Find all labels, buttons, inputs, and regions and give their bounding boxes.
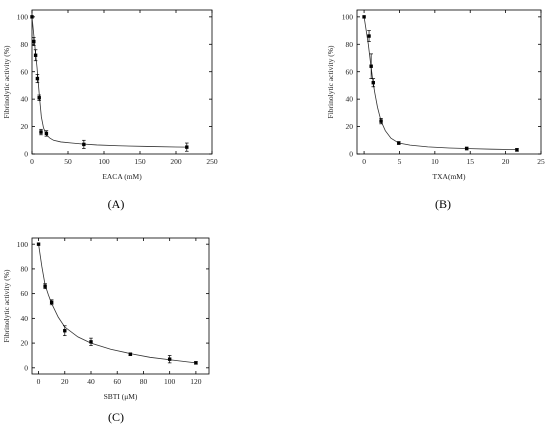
chart-1-data-point (397, 141, 401, 145)
chart-0-x-axis-label: EACA (mM) (102, 172, 142, 181)
chart-0-data-point (32, 39, 36, 44)
chart-0-x-tick-label: 100 (98, 157, 110, 166)
chart-0-x-tick-label: 150 (134, 157, 146, 166)
chart-1-panel: 0 5 10 15 20 25 0 20 40 60 80 100 TXA(mM) Fibrinolyti… (326, 9, 545, 211)
chart-2-data-point (36, 242, 41, 246)
chart-1-data-point (515, 148, 519, 152)
chart-2-x-tick-label: 60 (113, 377, 121, 386)
chart-0-y-tick-label: 100 (17, 12, 29, 21)
chart-2-y-tick-label: 60 (21, 289, 29, 298)
chart-1-panel-label: (B) (435, 197, 451, 211)
chart-1-x-tick-label: 25 (537, 157, 545, 166)
chart-0-data-point (37, 96, 41, 100)
chart-1-data-point (367, 34, 371, 38)
chart-0-y-tick-label: 60 (21, 67, 29, 76)
chart-2-y-tick-label: 40 (21, 314, 29, 323)
chart-2-data-point (89, 340, 93, 344)
chart-2-panel: 0 20 40 60 80 100 120 0 20 40 60 80 100 SBTI (μM) Fibr… (2, 237, 210, 424)
chart-1-y-tick-label: 0 (349, 150, 353, 159)
chart-0-data-point (35, 76, 40, 81)
chart-2-data-point (49, 300, 54, 304)
chart-0-y-axis-label: Fibrinolytic activity (%) (2, 45, 11, 118)
chart-0-data-point (30, 15, 34, 19)
chart-2-data-point (167, 357, 172, 361)
chart-2-x-tick-label: 100 (164, 377, 176, 386)
chart-0-x-tick-label: 250 (206, 157, 218, 166)
chart-2-fit-curve (38, 244, 196, 364)
chart-1-y-tick-label: 80 (346, 40, 354, 49)
chart-0-data-point (82, 142, 86, 147)
chart-0-panel-label: (A) (108, 197, 125, 211)
chart-1-y-tick-label: 20 (346, 122, 354, 131)
chart-2-data-point (43, 284, 47, 288)
chart-2-y-tick-label: 80 (21, 265, 29, 274)
chart-1-data-point (362, 15, 366, 19)
chart-2-y-tick-label: 20 (21, 339, 29, 348)
chart-1-x-tick-label: 15 (466, 157, 474, 166)
chart-0-x-tick-label: 200 (170, 157, 182, 166)
chart-1-y-axis-label: Fibrinolytic activity (%) (326, 45, 335, 118)
chart-2-y-tick-label: 0 (24, 363, 28, 372)
chart-2-panel-label: (C) (108, 410, 124, 424)
chart-0-x-tick-label: 0 (30, 157, 34, 166)
chart-1-y-tick-label: 60 (346, 67, 354, 76)
chart-2-x-axis-label: SBTI (μM) (104, 392, 138, 401)
chart-0-panel: 0 50 100 150 200 250 0 20 40 60 80 100 EACA (mM) Fibr… (2, 9, 218, 211)
chart-0-data-point (33, 53, 38, 57)
chart-0-y-tick-label: 80 (21, 40, 29, 49)
chart-1-x-tick-label: 0 (362, 157, 366, 166)
chart-1-y-tick-label: 40 (346, 95, 354, 104)
chart-2-x-tick-label: 40 (87, 377, 95, 386)
chart-2-x-tick-label: 20 (61, 377, 69, 386)
chart-1-data-point (371, 80, 375, 85)
chart-1-data-point (369, 64, 373, 68)
chart-1-fit-curve (363, 16, 517, 151)
chart-2-x-tick-label: 0 (37, 377, 41, 386)
chart-2-x-tick-label: 120 (190, 377, 202, 386)
chart-0-y-tick-label: 20 (21, 122, 29, 131)
chart-0-plot-frame (31, 9, 213, 155)
chart-2-y-tick-label: 100 (17, 240, 29, 249)
chart-1-data-point (379, 119, 383, 123)
chart-0-x-tick-label: 50 (64, 157, 72, 166)
chart-1-y-tick-label: 100 (342, 12, 354, 21)
chart-0-y-tick-label: 0 (24, 150, 28, 159)
chart-0-data-point (185, 145, 189, 149)
chart-0-data-point (44, 131, 49, 136)
chart-2-data-point (128, 352, 133, 356)
chart-2-plot-frame (31, 237, 210, 375)
chart-2-data-point (194, 361, 198, 365)
chart-1-x-tick-label: 5 (398, 157, 402, 166)
chart-2-y-axis-label: Fibrinolytic activity (%) (2, 269, 11, 342)
chart-1-x-tick-label: 20 (502, 157, 510, 166)
chart-1-x-tick-label: 10 (431, 157, 439, 166)
chart-0-fit-curve (31, 16, 187, 148)
chart-2-data-point (63, 329, 67, 333)
chart-0-data-point (39, 130, 43, 134)
chart-1-data-point (464, 146, 469, 151)
chart-1-x-axis-label: TXA(mM) (433, 172, 466, 181)
chart-1-plot-frame (356, 9, 542, 155)
chart-2-x-tick-label: 80 (140, 377, 148, 386)
chart-0-y-tick-label: 40 (21, 95, 29, 104)
